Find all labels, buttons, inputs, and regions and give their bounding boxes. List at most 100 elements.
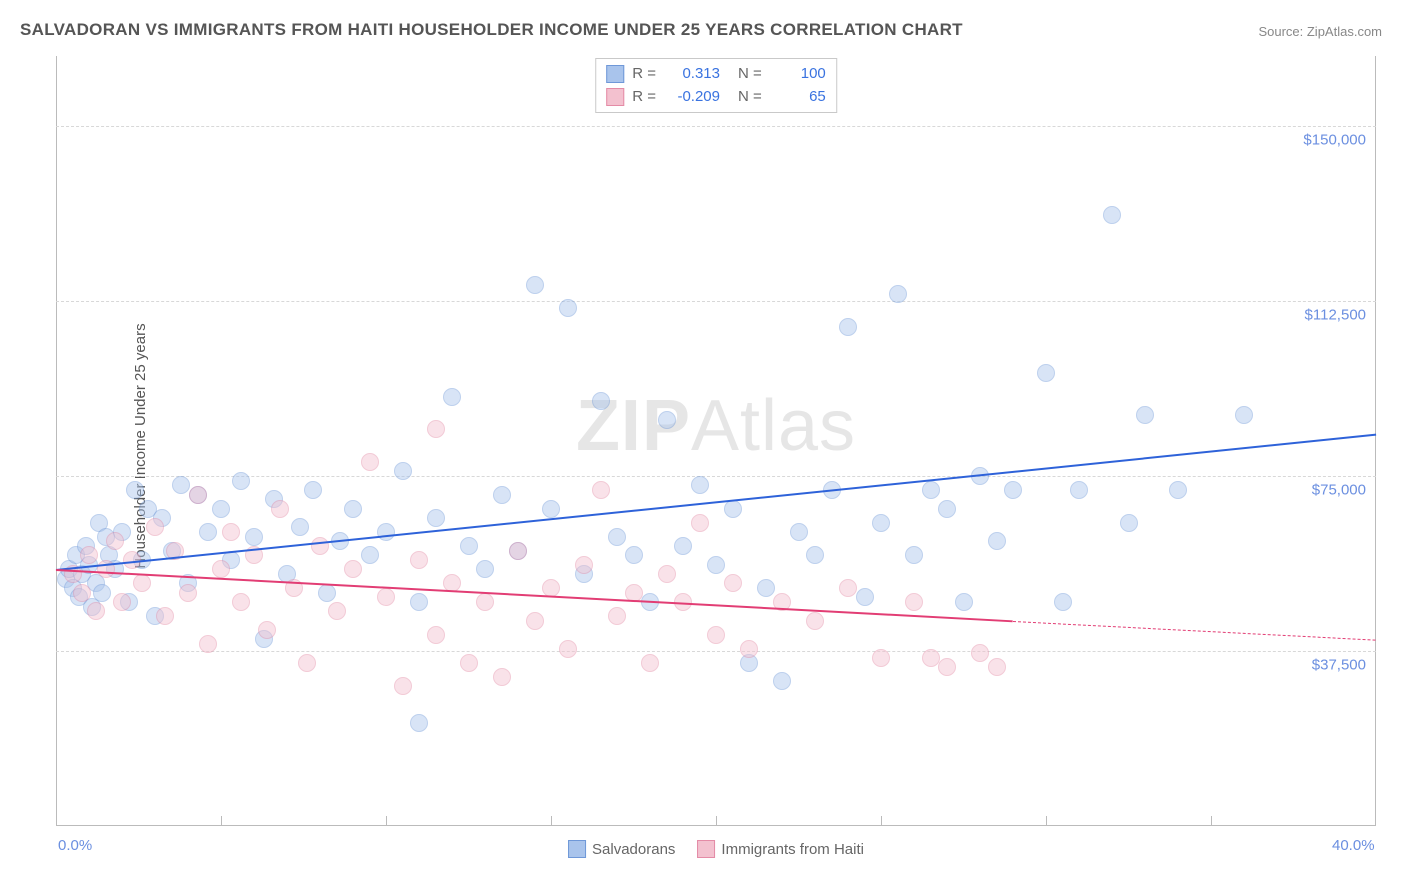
x-minor-tick xyxy=(716,816,717,826)
data-point xyxy=(199,523,217,541)
grid-line xyxy=(56,476,1376,477)
chart-title: SALVADORAN VS IMMIGRANTS FROM HAITI HOUS… xyxy=(20,20,963,40)
data-point xyxy=(938,500,956,518)
data-point xyxy=(1169,481,1187,499)
data-point xyxy=(427,420,445,438)
r-label: R = xyxy=(632,86,656,109)
n-value: 65 xyxy=(770,86,826,109)
data-point xyxy=(905,546,923,564)
data-point xyxy=(608,528,626,546)
data-point xyxy=(460,537,478,555)
data-point xyxy=(476,593,494,611)
data-point xyxy=(658,411,676,429)
data-point xyxy=(757,579,775,597)
x-tick-label: 40.0% xyxy=(1332,837,1375,854)
data-point xyxy=(146,518,164,536)
legend-item: Salvadorans xyxy=(568,840,675,858)
data-point xyxy=(156,607,174,625)
data-point xyxy=(361,546,379,564)
series-swatch xyxy=(606,88,624,106)
grid-line xyxy=(56,301,1376,302)
data-point xyxy=(189,486,207,504)
data-point xyxy=(394,677,412,695)
grid-line xyxy=(56,126,1376,127)
data-point xyxy=(271,500,289,518)
data-point xyxy=(526,612,544,630)
data-point xyxy=(304,481,322,499)
data-point xyxy=(232,472,250,490)
data-point xyxy=(559,299,577,317)
x-minor-tick xyxy=(881,816,882,826)
data-point xyxy=(856,588,874,606)
data-point xyxy=(222,523,240,541)
r-value: 0.313 xyxy=(664,63,720,86)
data-point xyxy=(872,649,890,667)
data-point xyxy=(691,476,709,494)
data-point xyxy=(724,574,742,592)
data-point xyxy=(394,462,412,480)
x-minor-tick xyxy=(551,816,552,826)
y-tick-label: $37,500 xyxy=(1312,657,1366,674)
data-point xyxy=(80,546,98,564)
data-point xyxy=(199,635,217,653)
data-point xyxy=(258,621,276,639)
y-tick-label: $75,000 xyxy=(1312,482,1366,499)
data-point xyxy=(872,514,890,532)
data-point xyxy=(212,500,230,518)
data-point xyxy=(212,560,230,578)
data-point xyxy=(493,486,511,504)
data-point xyxy=(179,584,197,602)
data-point xyxy=(608,607,626,625)
y-axis-line-right xyxy=(1375,56,1376,826)
data-point xyxy=(526,276,544,294)
bottom-legend: Salvadorans Immigrants from Haiti xyxy=(568,840,864,858)
x-minor-tick xyxy=(386,816,387,826)
data-point xyxy=(674,537,692,555)
data-point xyxy=(1136,406,1154,424)
legend-label: Salvadorans xyxy=(592,841,675,858)
data-point xyxy=(318,584,336,602)
r-value: -0.209 xyxy=(664,86,720,109)
data-point xyxy=(938,658,956,676)
data-point xyxy=(291,518,309,536)
data-point xyxy=(1235,406,1253,424)
y-tick-label: $150,000 xyxy=(1303,132,1366,149)
plot-area: ZIPAtlas R =0.313N =100R =-0.209N =65 Sa… xyxy=(56,56,1376,826)
watermark: ZIPAtlas xyxy=(576,385,856,467)
data-point xyxy=(988,532,1006,550)
data-point xyxy=(625,546,643,564)
data-point xyxy=(839,318,857,336)
data-point xyxy=(344,560,362,578)
source-label: Source: ZipAtlas.com xyxy=(1258,24,1382,39)
data-point xyxy=(806,546,824,564)
data-point xyxy=(724,500,742,518)
data-point xyxy=(493,668,511,686)
stats-legend-box: R =0.313N =100R =-0.209N =65 xyxy=(595,58,837,113)
data-point xyxy=(790,523,808,541)
data-point xyxy=(1004,481,1022,499)
data-point xyxy=(988,658,1006,676)
data-point xyxy=(1070,481,1088,499)
data-point xyxy=(460,654,478,672)
series-swatch xyxy=(606,65,624,83)
y-tick-label: $112,500 xyxy=(1305,307,1366,324)
legend-label: Immigrants from Haiti xyxy=(721,841,864,858)
data-point xyxy=(658,565,676,583)
data-point xyxy=(361,453,379,471)
n-label: N = xyxy=(738,63,762,86)
data-point xyxy=(172,476,190,494)
x-minor-tick xyxy=(1211,816,1212,826)
data-point xyxy=(106,532,124,550)
data-point xyxy=(410,551,428,569)
stats-row: R =0.313N =100 xyxy=(606,63,826,86)
data-point xyxy=(93,584,111,602)
data-point xyxy=(113,593,131,611)
data-point xyxy=(592,481,610,499)
data-point xyxy=(773,672,791,690)
data-point xyxy=(427,626,445,644)
x-minor-tick xyxy=(1046,816,1047,826)
data-point xyxy=(1037,364,1055,382)
data-point xyxy=(443,388,461,406)
data-point xyxy=(344,500,362,518)
y-axis-line xyxy=(56,56,57,826)
